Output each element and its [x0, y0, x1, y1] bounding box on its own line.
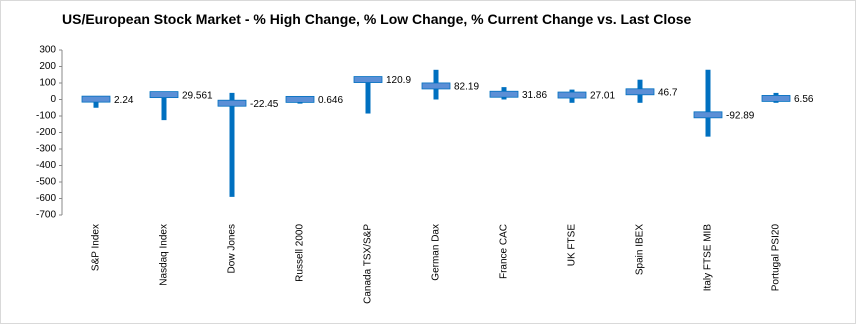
x-tick-label: Russell 2000: [295, 224, 306, 282]
current-marker: [81, 95, 111, 103]
value-label: 120.9: [386, 75, 411, 86]
y-tick-label: -300: [36, 144, 56, 155]
y-tick-label: 300: [39, 45, 56, 56]
x-tick-label: German Dax: [431, 224, 442, 281]
y-tick-label: -200: [36, 127, 56, 138]
value-label: 6.56: [794, 94, 814, 105]
y-tick-label: -500: [36, 177, 56, 188]
current-marker: [149, 91, 179, 99]
current-marker: [489, 90, 519, 98]
value-label: 46.7: [658, 87, 678, 98]
value-label: 0.646: [318, 95, 343, 106]
current-marker: [217, 99, 247, 107]
x-tick-label: Spain IBEX: [635, 224, 646, 275]
y-tick-label: -700: [36, 210, 56, 221]
y-tick-label: 100: [39, 78, 56, 89]
x-tick-label: Canada TSX/S&P: [363, 224, 374, 304]
value-label: 82.19: [454, 82, 479, 93]
value-label: 2.24: [114, 95, 134, 106]
y-tick-label: -600: [36, 193, 56, 204]
current-marker: [557, 91, 587, 99]
current-marker: [693, 111, 723, 119]
current-marker: [421, 82, 451, 90]
value-label: -92.89: [726, 110, 755, 121]
x-tick-label: S&P Index: [91, 224, 102, 271]
y-tick-label: 200: [39, 61, 56, 72]
x-tick-label: Portugal PSI20: [771, 224, 782, 292]
x-tick-label: France CAC: [499, 224, 510, 279]
value-label: 29.561: [182, 90, 213, 101]
y-tick-label: -100: [36, 111, 56, 122]
x-tick-label: Nasdaq Index: [159, 224, 170, 286]
current-marker: [353, 76, 383, 83]
x-tick-label: Italy FTSE MIB: [703, 224, 714, 292]
y-tick-label: -400: [36, 160, 56, 171]
x-tick-label: Dow Jones: [227, 224, 238, 273]
value-label: 27.01: [590, 91, 615, 102]
chart-title: US/European Stock Market - % High Change…: [62, 11, 692, 27]
y-tick-label: 0: [50, 94, 56, 105]
value-label: -22.45: [250, 99, 279, 110]
current-marker: [625, 88, 655, 96]
value-label: 31.86: [522, 90, 547, 101]
current-marker: [761, 95, 791, 102]
x-tick-label: UK FTSE: [567, 224, 578, 267]
current-marker: [285, 95, 315, 103]
